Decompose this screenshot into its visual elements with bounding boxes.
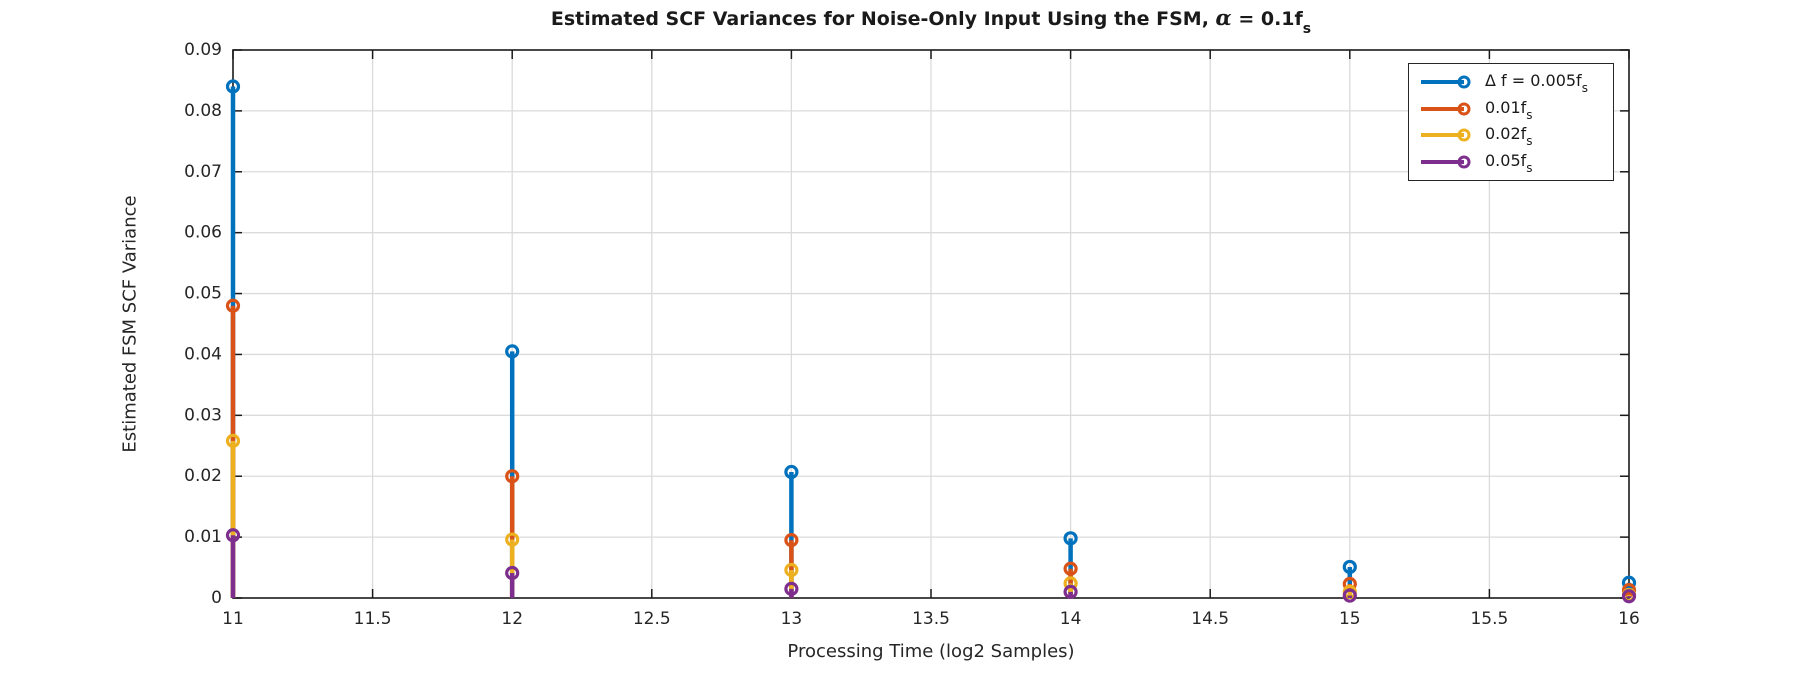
- stem-marker: [1063, 561, 1078, 576]
- legend-label-text: 0.02f: [1485, 124, 1527, 144]
- legend-swatch: [1421, 75, 1471, 89]
- stem-marker: [784, 562, 799, 578]
- x-tick-label: 15: [1339, 609, 1361, 629]
- x-tick-label: 13: [781, 609, 803, 629]
- legend-label-subscript: s: [1581, 81, 1588, 96]
- stem-marker: [505, 469, 520, 484]
- x-axis-label: Processing Time (log2 Samples): [787, 641, 1075, 662]
- chart-title-text: Estimated SCF Variances for Noise-Only I…: [550, 8, 1216, 30]
- y-tick-label: 0.03: [184, 405, 222, 425]
- legend-swatch: [1421, 128, 1471, 142]
- y-tick-label: 0.09: [184, 40, 222, 60]
- legend-row: 0.05fs: [1409, 150, 1613, 175]
- stem-marker: [784, 581, 799, 596]
- stem-marker: [1063, 584, 1078, 600]
- legend-label-text: Δ f = 0.005f: [1485, 71, 1582, 91]
- y-tick-label: 0.05: [184, 284, 222, 304]
- legend-label-subscript: s: [1526, 134, 1533, 149]
- alpha-symbol: α: [1215, 5, 1232, 30]
- legend-swatch: [1421, 102, 1471, 116]
- x-tick-label: 11.5: [354, 609, 392, 629]
- legend-marker-icon: [1457, 75, 1471, 89]
- x-tick-label: 16: [1618, 609, 1640, 629]
- stem-marker: [225, 433, 241, 449]
- legend-swatch: [1421, 155, 1471, 169]
- x-tick-label: 12: [501, 609, 523, 629]
- stem-marker: [784, 464, 799, 480]
- stem-marker: [225, 298, 241, 313]
- stem-marker: [225, 528, 241, 543]
- legend-label-subscript: s: [1526, 160, 1533, 175]
- legend-label: 0.05fs: [1485, 150, 1533, 175]
- legend-marker-icon: [1457, 155, 1471, 169]
- legend-label-text: 0.05f: [1485, 150, 1527, 170]
- legend: Δ f = 0.005fs 0.01fs 0.02fs 0.05fs: [1408, 63, 1614, 181]
- x-tick-label: 12.5: [633, 609, 671, 629]
- y-tick-label: 0.07: [184, 162, 222, 182]
- y-tick-label: 0: [211, 588, 222, 608]
- stem-marker: [1063, 531, 1078, 546]
- legend-label-subscript: s: [1526, 107, 1533, 122]
- y-tick-label: 0.04: [184, 344, 222, 364]
- stem-marker: [505, 344, 520, 359]
- stem-marker: [1342, 588, 1357, 603]
- x-tick-label: 13.5: [912, 609, 950, 629]
- y-tick-label: 0.02: [184, 466, 222, 486]
- chart-title-subscript: s: [1302, 20, 1312, 37]
- x-tick-label: 14.5: [1191, 609, 1229, 629]
- x-tick-label: 11: [222, 609, 244, 629]
- x-tick-label: 15.5: [1470, 609, 1508, 629]
- y-tick-label: 0.06: [184, 223, 222, 243]
- y-tick-label: 0.01: [184, 527, 222, 547]
- legend-row: 0.01fs: [1409, 97, 1613, 122]
- legend-marker-icon: [1457, 128, 1471, 142]
- x-tick-label: 14: [1060, 609, 1082, 629]
- legend-row: 0.02fs: [1409, 124, 1613, 149]
- stem-marker: [1621, 589, 1637, 604]
- stem-marker: [1342, 559, 1357, 575]
- legend-marker-icon: [1457, 102, 1471, 116]
- legend-label: 0.01fs: [1485, 97, 1533, 122]
- legend-label: 0.02fs: [1485, 124, 1533, 149]
- y-axis-label: Estimated FSM SCF Variance: [119, 195, 141, 453]
- chart-title-value: = 0.1f: [1231, 8, 1303, 30]
- stem-marker: [1063, 576, 1078, 591]
- stem-marker: [784, 533, 799, 548]
- stem-marker: [505, 565, 520, 581]
- stem-marker: [225, 79, 241, 94]
- legend-row: Δ f = 0.005fs: [1409, 71, 1613, 96]
- legend-label: Δ f = 0.005fs: [1485, 71, 1588, 96]
- stem-marker: [505, 532, 520, 547]
- legend-label-text: 0.01f: [1485, 97, 1527, 117]
- chart-title: Estimated SCF Variances for Noise-Only I…: [233, 5, 1629, 37]
- y-tick-label: 0.08: [184, 101, 222, 121]
